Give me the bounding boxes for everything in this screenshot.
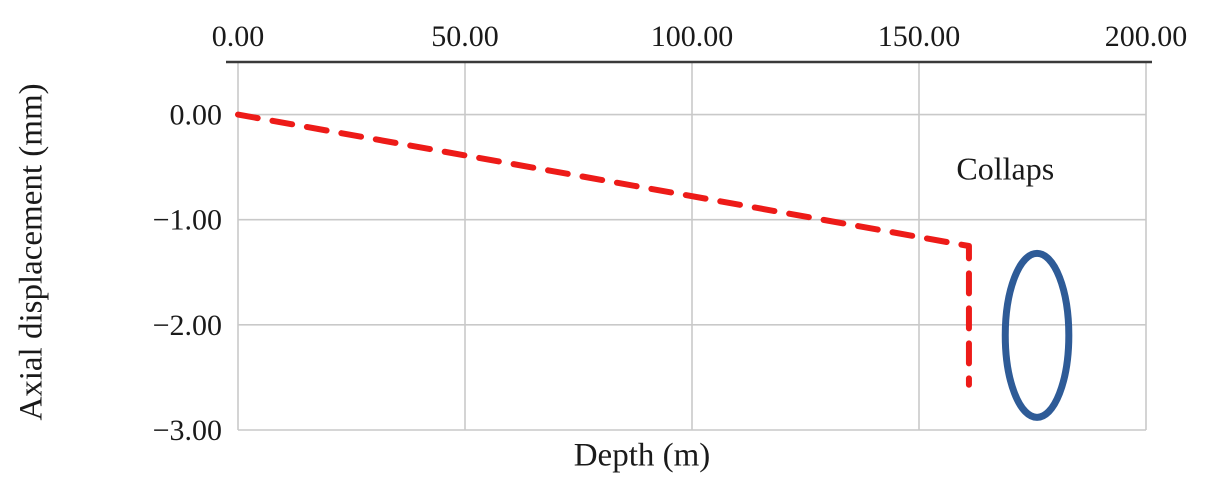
y-tick-label: −1.00: [153, 204, 222, 237]
ellipse-annotation: [1001, 249, 1073, 421]
y-tick-label: 0.00: [170, 99, 223, 132]
x-tick-label: 50.00: [431, 20, 499, 53]
x-tick-label: 200.00: [1105, 20, 1188, 53]
x-tick-label: 0.00: [212, 20, 265, 53]
annotation-collapse-label: Collaps: [956, 150, 1055, 187]
x-tick-label: 150.00: [878, 20, 961, 53]
y-axis-title: Axial displacement (mm): [13, 83, 50, 421]
y-tick-label: −3.00: [153, 414, 222, 447]
x-axis-title: Depth (m): [573, 437, 711, 474]
y-tick-label: −2.00: [153, 309, 222, 342]
x-tick-label: 100.00: [651, 20, 734, 53]
series-line-axial-displacement: [235, 111, 972, 388]
